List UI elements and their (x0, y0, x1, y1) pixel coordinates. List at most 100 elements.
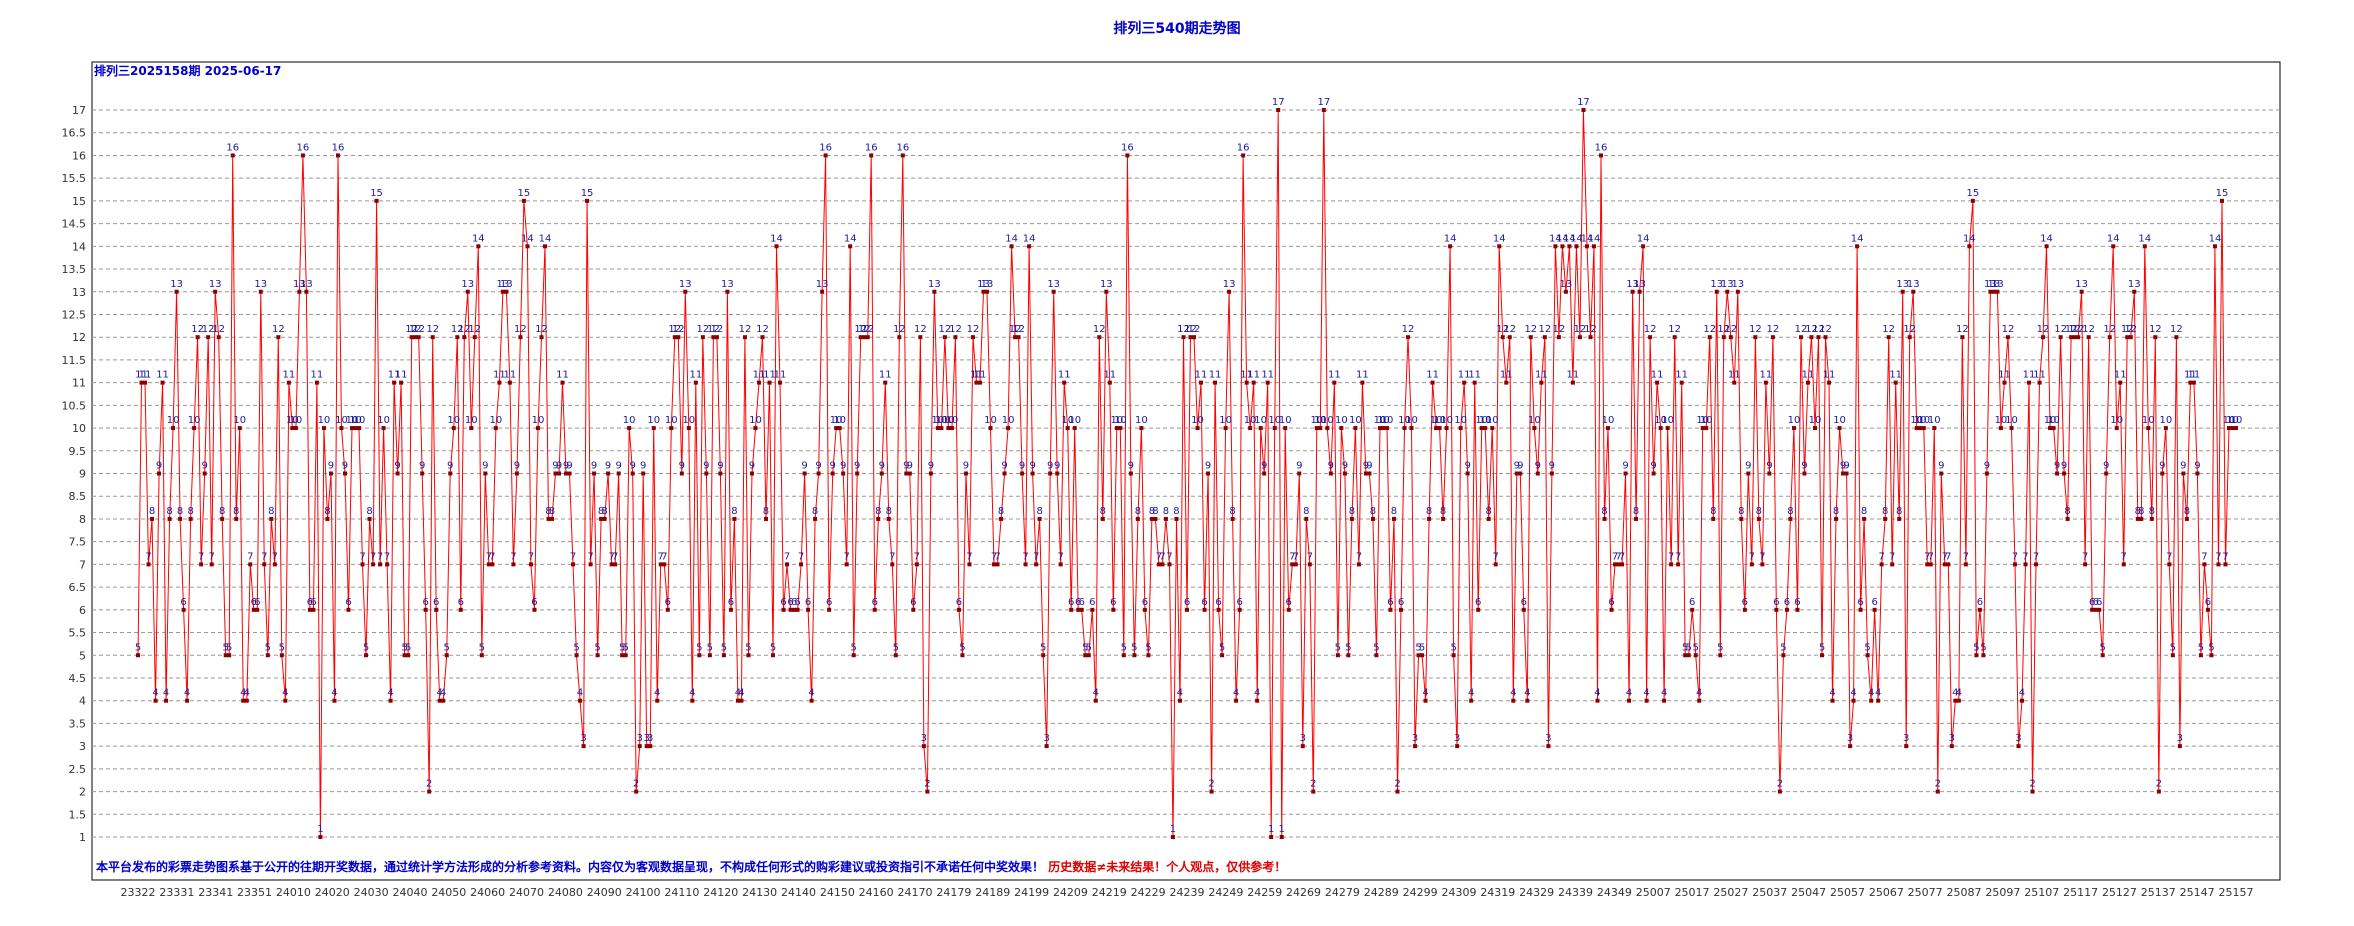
data-label: 6 (787, 597, 793, 608)
data-point (960, 653, 965, 658)
data-label: 11 (879, 370, 892, 381)
data-label: 6 (2089, 597, 2095, 608)
data-label: 10 (1068, 415, 1081, 426)
data-label: 3 (2177, 733, 2183, 744)
data-label: 3 (1847, 733, 1853, 744)
data-point (767, 380, 772, 385)
data-label: 4 (163, 688, 169, 699)
data-point (1455, 744, 1460, 749)
data-point (2027, 380, 2032, 385)
data-label: 14 (2138, 233, 2151, 244)
data-label: 7 (1166, 551, 1172, 562)
y-tick-label: 16.5 (62, 127, 87, 140)
data-point (1630, 289, 1635, 294)
data-label: 12 (893, 324, 906, 335)
data-label: 8 (598, 506, 604, 517)
data-label: 10 (1479, 415, 1492, 426)
data-point (1528, 335, 1533, 340)
data-label: 10 (1440, 415, 1453, 426)
data-label: 13 (1896, 279, 1909, 290)
data-point (1746, 471, 1751, 476)
data-label: 8 (166, 506, 172, 517)
x-tick-label: 25147 (2180, 886, 2215, 899)
data-label: 4 (1850, 688, 1856, 699)
data-label: 9 (1296, 461, 1302, 472)
data-point (413, 335, 418, 340)
data-label: 4 (1875, 688, 1881, 699)
data-point (1577, 335, 1582, 340)
y-tick-label: 10 (72, 422, 86, 435)
data-point (1391, 516, 1396, 521)
data-point (1837, 426, 1842, 431)
data-point (1616, 562, 1621, 567)
x-tick-label: 24090 (587, 886, 622, 899)
data-label: 11 (970, 370, 983, 381)
data-point (778, 380, 783, 385)
data-label: 9 (1029, 461, 1035, 472)
data-label: 6 (1742, 597, 1748, 608)
data-point (1521, 607, 1526, 612)
data-point (1553, 244, 1558, 249)
data-label: 10 (286, 415, 299, 426)
data-point (335, 153, 340, 158)
data-point (799, 562, 804, 567)
y-tick-label: 2 (79, 786, 86, 799)
data-label: 8 (2184, 506, 2190, 517)
data-label: 8 (2149, 506, 2155, 517)
data-point (2212, 244, 2217, 249)
data-point (1406, 335, 1411, 340)
x-tick-label: 24299 (1403, 886, 1438, 899)
data-point (1072, 426, 1077, 431)
data-label: 10 (290, 415, 303, 426)
data-label: 3 (1454, 733, 1460, 744)
data-point (2121, 562, 2126, 567)
data-label: 5 (622, 642, 628, 653)
x-axis: 23322 23331 23341 23351 24010 24020 24030 24040… (121, 886, 2254, 899)
data-point (2114, 426, 2119, 431)
data-point (1283, 426, 1288, 431)
data-label: 8 (2135, 506, 2141, 517)
data-label: 9 (1745, 461, 1751, 472)
data-point (346, 607, 351, 612)
data-label: 3 (1043, 733, 1049, 744)
data-point (602, 516, 607, 521)
data-point (1328, 471, 1333, 476)
data-label: 7 (798, 551, 804, 562)
data-label: 9 (640, 461, 646, 472)
data-point (707, 653, 712, 658)
data-point (1013, 335, 1018, 340)
data-label: 6 (458, 597, 464, 608)
data-point (802, 471, 807, 476)
data-point (1213, 380, 1218, 385)
data-point (1139, 426, 1144, 431)
data-label: 8 (1391, 506, 1397, 517)
data-label: 8 (366, 506, 372, 517)
data-point (1314, 426, 1319, 431)
data-point (1939, 471, 1944, 476)
data-label: 10 (2230, 415, 2243, 426)
data-label: 8 (2064, 506, 2070, 517)
data-point (1791, 426, 1796, 431)
y-tick-label: 2.5 (69, 763, 87, 776)
data-label: 10 (1917, 415, 1930, 426)
data-point (1865, 653, 1870, 658)
x-tick-label: 25007 (1636, 886, 1671, 899)
data-label: 8 (545, 506, 551, 517)
data-point (644, 744, 649, 749)
data-label: 12 (1184, 324, 1197, 335)
data-point (1237, 607, 1242, 612)
data-point (399, 380, 404, 385)
data-point (788, 607, 793, 612)
data-label: 8 (1173, 506, 1179, 517)
data-label: 3 (1903, 733, 1909, 744)
data-label: 6 (1075, 597, 1081, 608)
data-label: 4 (1661, 688, 1667, 699)
data-label: 7 (1942, 551, 1948, 562)
data-label: 10 (447, 415, 460, 426)
data-label: 9 (1843, 461, 1849, 472)
data-point (592, 471, 597, 476)
data-label: 4 (735, 688, 741, 699)
x-tick-label: 25107 (2024, 886, 2059, 899)
data-label: 14 (1556, 233, 1569, 244)
data-point (2230, 426, 2235, 431)
